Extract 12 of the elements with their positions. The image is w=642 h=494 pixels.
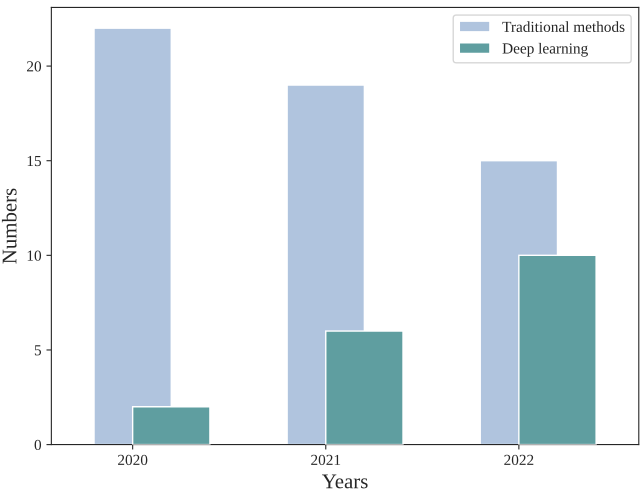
y-tick-label: 10 xyxy=(28,250,42,261)
legend-label: Deep learning xyxy=(502,42,588,57)
x-axis-title: Years xyxy=(322,474,368,488)
y-tick-label: 15 xyxy=(28,156,42,166)
y-tick-label: 0 xyxy=(34,440,42,450)
y-tick-label: 5 xyxy=(34,345,42,356)
legend-label: Traditional methods xyxy=(502,21,624,32)
y-axis-title: Numbers xyxy=(2,188,17,264)
y-tick-label: 20 xyxy=(27,61,42,72)
x-tick-label: 2022 xyxy=(504,454,534,466)
x-tick-label: 2021 xyxy=(311,454,340,466)
x-tick-label: 2020 xyxy=(118,454,148,466)
